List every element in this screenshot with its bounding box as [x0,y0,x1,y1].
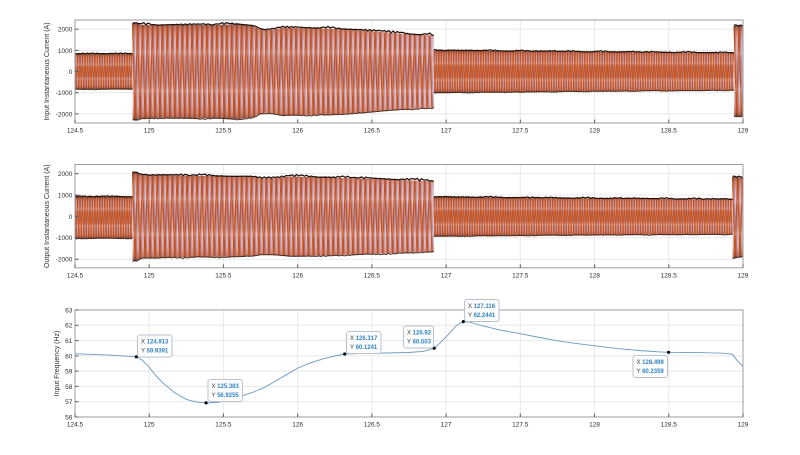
svg-text:1000: 1000 [58,48,73,55]
svg-text:126.5: 126.5 [364,421,381,428]
svg-text:62: 62 [65,323,73,330]
svg-text:Y 60.503: Y 60.503 [407,340,432,346]
svg-text:-1000: -1000 [56,235,73,242]
svg-text:125.5: 125.5 [215,272,232,279]
svg-text:Input Frequency (Hz): Input Frequency (Hz) [54,331,61,397]
svg-text:X 126.317: X 126.317 [350,336,378,342]
svg-text:56: 56 [65,414,73,421]
svg-text:128: 128 [589,272,600,279]
svg-text:129: 129 [738,272,749,279]
svg-text:129: 129 [738,421,749,428]
svg-text:Y 62.2441: Y 62.2441 [468,313,496,319]
svg-text:0: 0 [69,214,73,221]
svg-text:126: 126 [292,272,303,279]
svg-text:X 126.92: X 126.92 [407,331,432,337]
svg-text:X 125.383: X 125.383 [212,384,240,390]
svg-text:60: 60 [65,353,73,360]
svg-text:Y 60.1241: Y 60.1241 [350,345,378,351]
svg-text:128.5: 128.5 [661,128,678,135]
svg-text:63: 63 [65,307,73,314]
svg-text:126.5: 126.5 [364,272,381,279]
svg-text:-2000: -2000 [56,257,73,264]
svg-text:127.5: 127.5 [512,421,529,428]
svg-text:X 128.499: X 128.499 [637,360,665,366]
svg-text:126.5: 126.5 [364,128,381,135]
svg-text:57: 57 [65,399,73,406]
svg-text:129: 129 [738,128,749,135]
svg-text:124.5: 124.5 [67,128,84,135]
svg-text:58: 58 [65,384,73,391]
svg-text:125: 125 [144,272,155,279]
svg-text:2000: 2000 [58,171,73,178]
svg-text:127.5: 127.5 [512,128,529,135]
svg-text:2000: 2000 [58,27,73,34]
svg-text:128: 128 [589,128,600,135]
svg-text:124.5: 124.5 [67,421,84,428]
svg-text:Y 59.9391: Y 59.9391 [141,349,169,355]
svg-text:Output Instantaneous Current (: Output Instantaneous Current (A) [44,164,51,268]
svg-text:-2000: -2000 [56,111,73,118]
svg-text:127: 127 [441,128,452,135]
svg-text:125.5: 125.5 [215,421,232,428]
svg-text:59: 59 [65,369,73,376]
svg-text:127: 127 [441,421,452,428]
svg-text:128.5: 128.5 [661,272,678,279]
svg-text:126: 126 [292,128,303,135]
svg-text:X 124.913: X 124.913 [141,340,169,346]
svg-text:124.5: 124.5 [67,272,84,279]
svg-text:61: 61 [65,338,73,345]
svg-text:1000: 1000 [58,192,73,199]
svg-text:127.5: 127.5 [512,272,529,279]
svg-text:125.5: 125.5 [215,128,232,135]
svg-text:X 127.116: X 127.116 [468,304,496,310]
svg-text:125: 125 [144,421,155,428]
svg-text:125: 125 [144,128,155,135]
svg-text:Y 60.2359: Y 60.2359 [637,369,665,375]
svg-text:128: 128 [589,421,600,428]
svg-text:126: 126 [292,421,303,428]
svg-text:Input Instantaneous Current (A: Input Instantaneous Current (A) [44,22,51,120]
svg-text:128.5: 128.5 [661,421,678,428]
svg-text:0: 0 [69,69,73,76]
svg-text:Y 56.9255: Y 56.9255 [212,393,240,399]
svg-text:-1000: -1000 [56,90,73,97]
svg-text:127: 127 [441,272,452,279]
